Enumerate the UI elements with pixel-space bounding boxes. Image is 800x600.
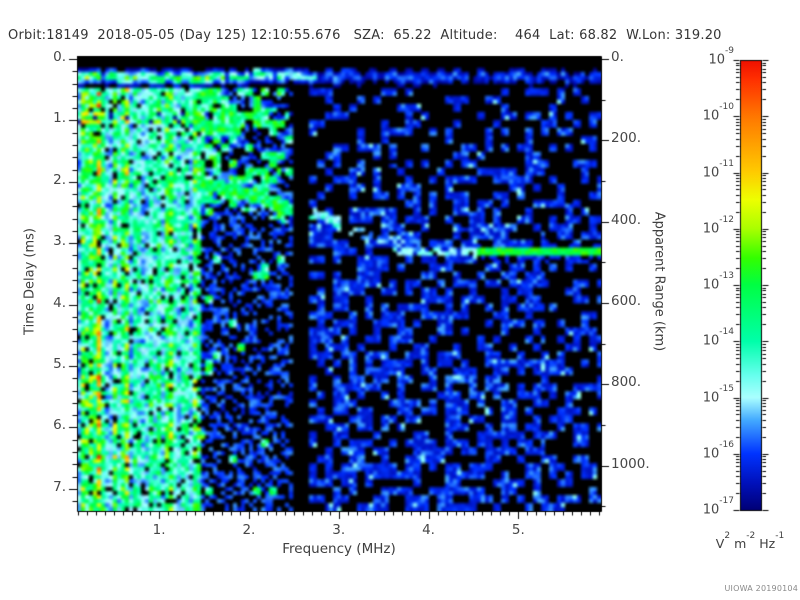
colorbar-exponent: -10 bbox=[719, 102, 734, 113]
colorbar-exponent: -14 bbox=[719, 327, 734, 338]
colorbar-unit-label: V2 m-2 Hz-1 bbox=[715, 531, 785, 552]
y-tick-label: 4. bbox=[53, 294, 66, 311]
y2-tick-label: 400. bbox=[611, 211, 642, 228]
unit-exponent: -2 bbox=[746, 531, 756, 541]
colorbar-tick-label: 10-13 bbox=[702, 271, 734, 293]
colorbar-tick-label: 10-12 bbox=[702, 214, 734, 237]
x-tick-label: 1. bbox=[152, 522, 166, 538]
y-tick-label: 2. bbox=[53, 171, 66, 188]
colorbar-exponent: -9 bbox=[725, 46, 734, 56]
y-tick-label: 3. bbox=[53, 233, 66, 250]
colorbar-tick-label: 10-16 bbox=[702, 439, 734, 462]
y2-tick-label: 600. bbox=[611, 293, 642, 309]
y2-axis-title: Apparent Range (km) bbox=[651, 211, 667, 352]
y-tick-label: 1. bbox=[53, 110, 66, 127]
y-tick-label: 6. bbox=[53, 417, 66, 434]
x-tick-label: 5. bbox=[511, 522, 525, 538]
x-tick-label: 2. bbox=[242, 522, 256, 538]
colorbar-exponent: -16 bbox=[719, 439, 734, 450]
colorbar-tick-label: 10-11 bbox=[702, 158, 734, 180]
colorbar-tick-label: 10-15 bbox=[702, 383, 734, 405]
x-axis-title: Frequency (MHz) bbox=[282, 541, 396, 557]
colorbar-tick-label: 10-10 bbox=[702, 102, 734, 124]
y-tick-label: 0. bbox=[53, 49, 66, 65]
colorbar-exponent: -13 bbox=[719, 271, 734, 281]
colorbar-exponent: -15 bbox=[719, 383, 734, 394]
credit-label: UIOWA 20190104 bbox=[724, 584, 798, 593]
x-tick-label: 4. bbox=[422, 522, 435, 538]
y2-tick-label: 0. bbox=[611, 49, 624, 65]
colorbar-tick-label: 10-14 bbox=[702, 327, 734, 349]
colorbar-tick-label: 10-17 bbox=[702, 496, 734, 518]
y-axis-title: Time Delay (ms) bbox=[22, 228, 38, 335]
y-tick-label: 7. bbox=[53, 478, 66, 495]
colorbar-tick-label: 10-9 bbox=[708, 46, 734, 68]
y2-tick-label: 1000. bbox=[611, 455, 650, 472]
y2-tick-label: 800. bbox=[611, 374, 642, 391]
x-tick-label: 3. bbox=[332, 522, 346, 538]
colorbar-exponent: -11 bbox=[719, 158, 734, 169]
header-telemetry-line: Orbit:18149 2018-05-05 (Day 125) 12:10:5… bbox=[8, 28, 722, 43]
colorbar-exponent: -17 bbox=[719, 496, 734, 506]
y2-tick-label: 200. bbox=[611, 130, 642, 147]
unit-exponent: -1 bbox=[775, 531, 785, 541]
colorbar-exponent: -12 bbox=[719, 214, 734, 225]
unit-exponent: 2 bbox=[724, 531, 731, 541]
y-tick-label: 5. bbox=[53, 356, 66, 372]
